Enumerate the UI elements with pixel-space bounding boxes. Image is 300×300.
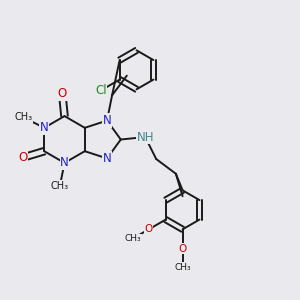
Text: O: O <box>178 244 187 254</box>
Text: O: O <box>58 88 67 100</box>
Text: N: N <box>40 121 49 134</box>
Text: CH₃: CH₃ <box>174 263 191 272</box>
Text: N: N <box>60 156 69 170</box>
Text: O: O <box>145 224 153 234</box>
Text: N: N <box>103 114 111 127</box>
Text: NH: NH <box>136 130 154 144</box>
Text: Cl: Cl <box>95 84 107 97</box>
Text: CH₃: CH₃ <box>124 234 141 243</box>
Text: CH₃: CH₃ <box>14 112 32 122</box>
Text: N: N <box>103 152 111 165</box>
Text: O: O <box>18 151 28 164</box>
Text: CH₃: CH₃ <box>51 181 69 191</box>
